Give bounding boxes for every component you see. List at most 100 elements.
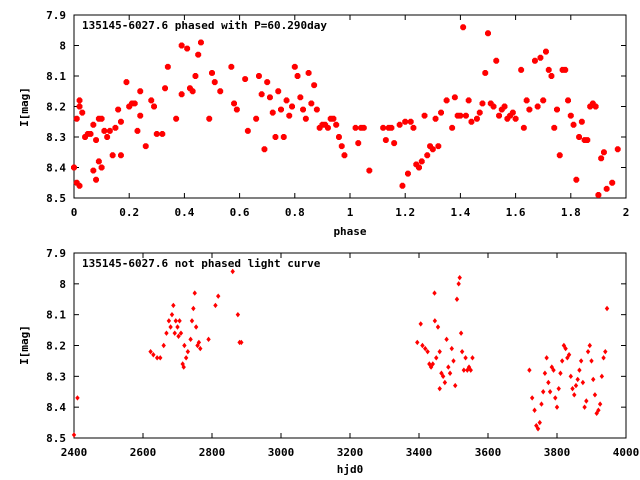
data-point [177,318,182,324]
data-point [258,91,265,98]
data-point [93,176,99,183]
data-point [131,100,138,107]
data-point [512,115,519,122]
data-point [570,121,577,128]
data-point [547,389,553,395]
data-point [196,339,202,346]
data-point [595,192,602,198]
data-point [459,348,465,355]
data-point [476,109,483,116]
data-point [183,355,189,361]
data-point [291,63,298,70]
data-point [148,348,153,355]
data-point [425,348,430,355]
data-point [283,97,290,104]
data-point [275,88,282,95]
data-point [230,268,235,275]
data-point [410,124,417,131]
data-point [542,370,548,376]
phased-light-curve-chart: phase I[mag] 0 0.2 0.4 0.6 0.8 1 1.2 1.4 1.6 1.8 2… [18,9,629,238]
data-point [391,140,398,147]
data-point [151,103,157,110]
data-point [534,103,541,110]
data-point [76,97,83,104]
data-point [137,88,144,95]
data-point [142,143,149,150]
data-point [209,70,215,76]
data-point [558,370,563,376]
data-point [235,311,241,318]
data-point [185,348,191,355]
data-point [592,392,598,398]
data-point [242,76,249,82]
data-point [559,358,565,364]
y-tick-label: 8.2 [46,340,66,353]
data-point [490,103,497,110]
data-point [430,361,435,367]
data-point [151,352,156,358]
data-point [554,106,560,113]
data-point [523,97,530,104]
x-tick-label: 2800 [199,446,226,459]
data-point [98,115,105,122]
data-point [451,94,458,101]
data-point [325,124,331,131]
data-point [423,345,428,352]
data-point [449,124,456,131]
data-point [527,367,532,373]
data-point [591,376,596,383]
data-point [572,392,577,398]
data-point [594,410,599,417]
data-point [501,103,508,110]
y-tick-label: 8.1 [46,70,66,83]
data-point [261,146,268,153]
y-tick-label: 8.3 [46,131,66,144]
data-point [539,401,544,407]
data-point [420,342,425,349]
data-point [189,88,196,95]
data-point [104,134,111,140]
x-tick-label: 1.6 [506,206,526,219]
data-point [267,94,273,101]
data-point [148,97,155,104]
data-point [421,112,428,119]
data-point [164,63,171,70]
data-point [360,124,367,131]
data-point [601,355,606,361]
data-point [162,85,168,92]
data-point [442,379,448,386]
x-tick-label: 1.4 [450,206,470,219]
y-tick-label: 8 [59,40,66,53]
x-tick-label: 1 [347,206,354,219]
y-tick-label: 8.2 [46,101,66,114]
data-point [446,364,451,370]
data-point [470,355,475,361]
data-point [158,355,163,361]
data-point [407,118,414,125]
x-tick-label: 0.2 [119,206,139,219]
data-point [549,364,555,370]
data-point [168,324,173,330]
x-axis-label: hjd0 [337,463,364,476]
data-point [582,404,587,410]
data-point [256,73,262,79]
data-point [154,355,160,361]
data-point [405,170,411,177]
data-point [451,358,456,364]
data-point [584,137,591,143]
data-point [548,73,555,79]
data-point [551,367,556,373]
chart-title: 135145-6027.6 not phased light curve [82,257,321,270]
data-point [95,158,102,165]
data-point [171,302,176,309]
data-point [217,88,224,95]
data-point [443,97,450,104]
data-point [518,66,525,73]
data-point [184,45,191,52]
data-point [137,112,144,119]
data-point [231,100,237,107]
data-point [596,407,601,413]
x-tick-label: 3400 [406,446,433,459]
data-point [575,376,580,383]
